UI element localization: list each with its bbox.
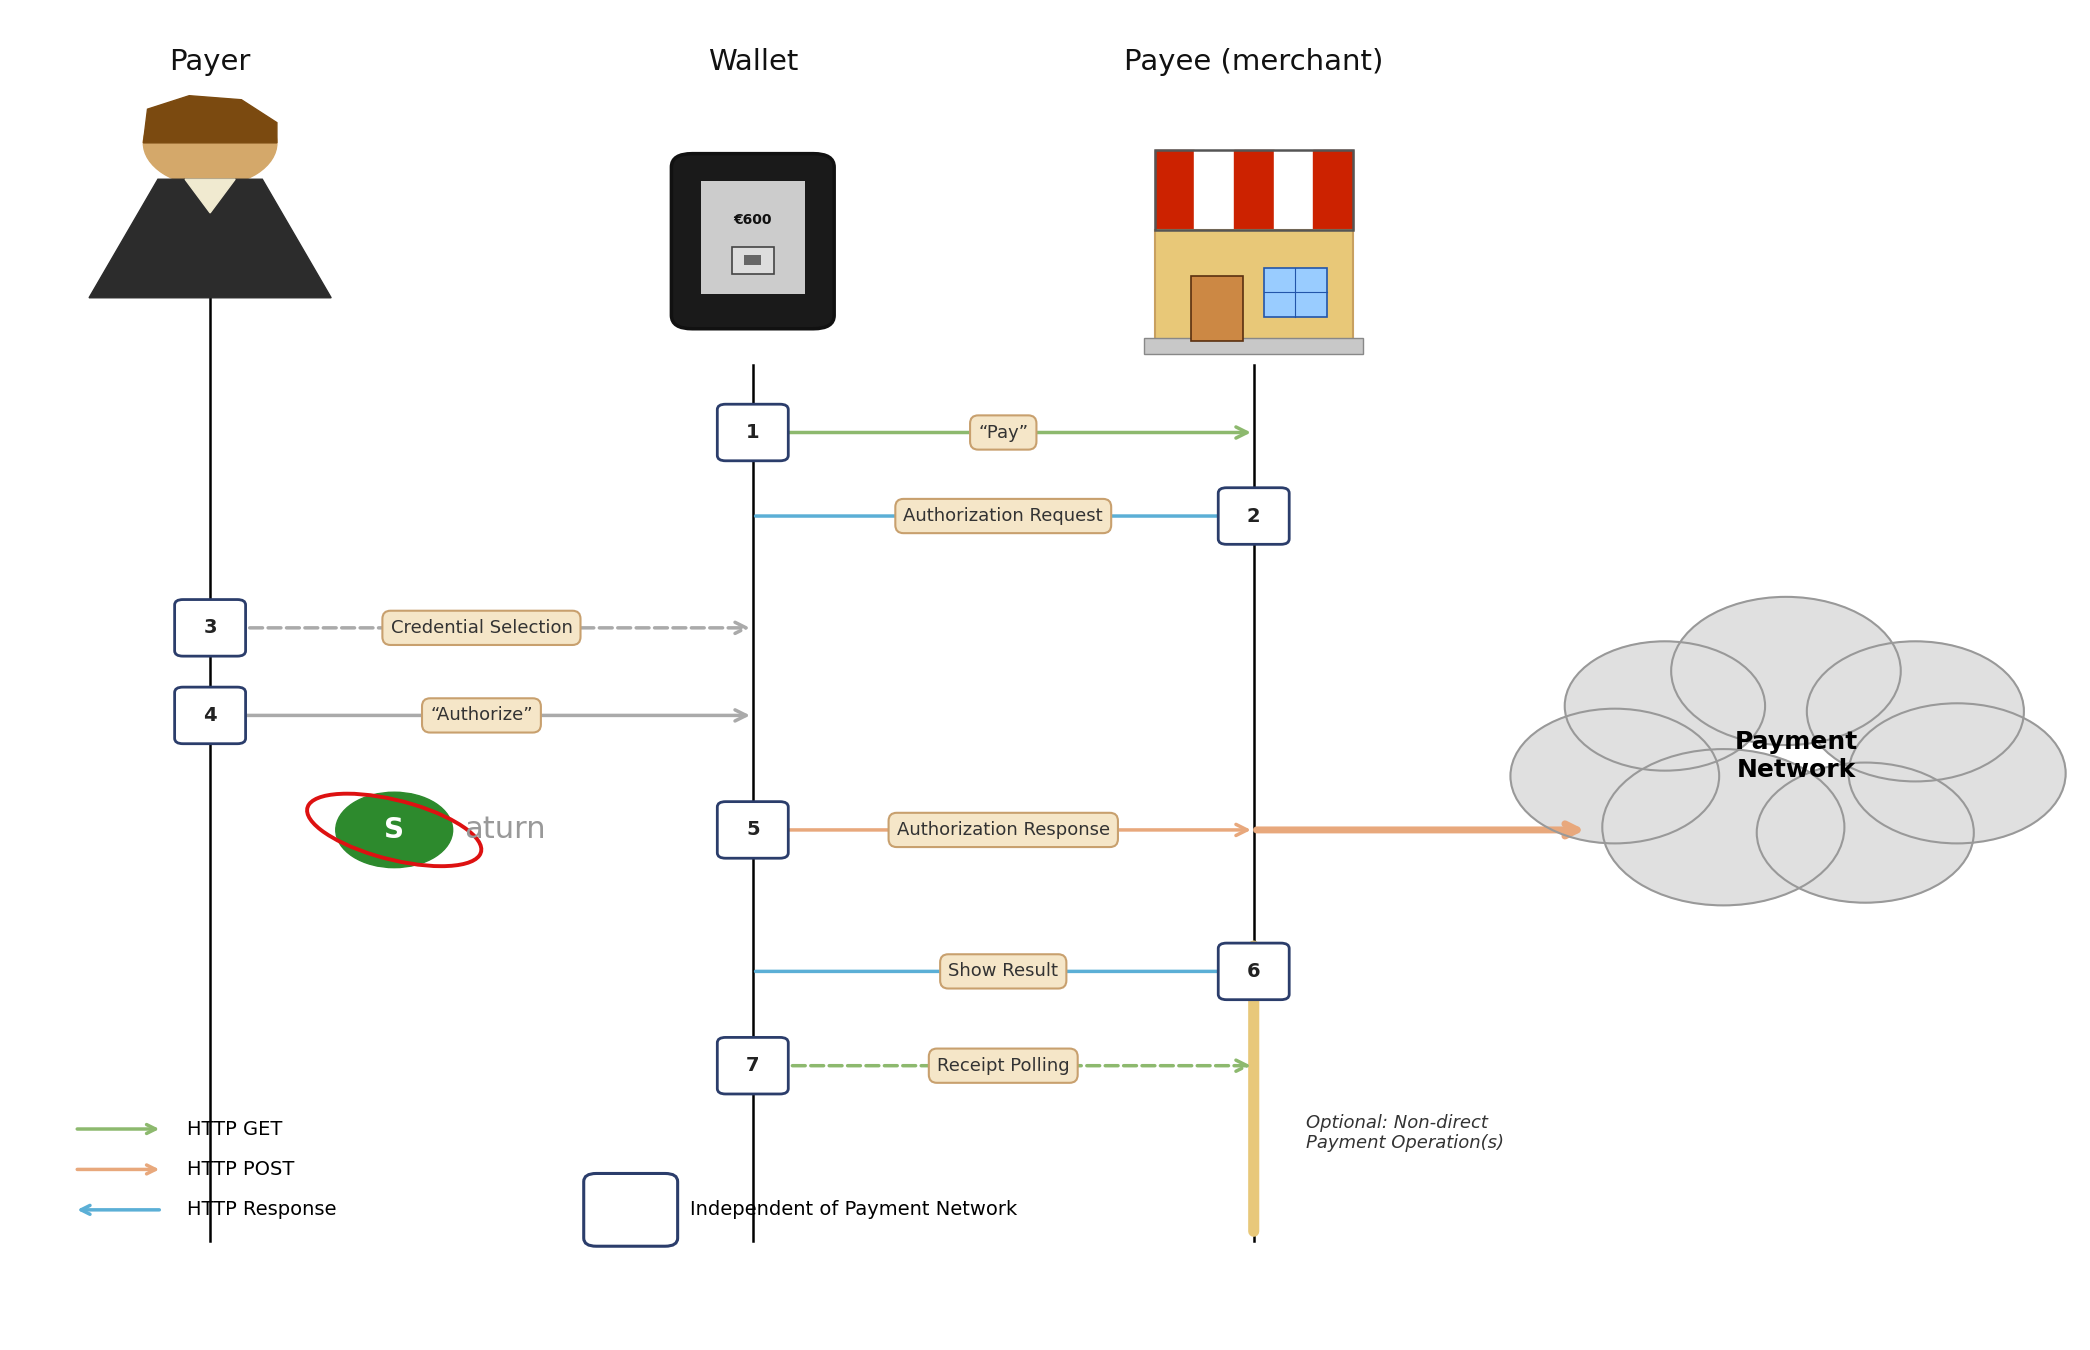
FancyBboxPatch shape — [671, 154, 834, 329]
Polygon shape — [1154, 150, 1193, 231]
Text: 5: 5 — [746, 821, 759, 840]
Text: HTTP POST: HTTP POST — [188, 1160, 295, 1179]
Bar — [1191, 277, 1244, 342]
Text: Payee (merchant): Payee (merchant) — [1124, 49, 1384, 76]
Circle shape — [1603, 749, 1843, 906]
Text: Receipt Polling: Receipt Polling — [936, 1057, 1070, 1075]
Polygon shape — [90, 180, 330, 298]
FancyBboxPatch shape — [1218, 487, 1290, 544]
Circle shape — [144, 100, 276, 186]
Circle shape — [1848, 703, 2065, 844]
Text: Payer: Payer — [169, 49, 251, 76]
Text: Optional: Non-direct
Payment Operation(s): Optional: Non-direct Payment Operation(s… — [1306, 1114, 1505, 1153]
Text: HTTP GET: HTTP GET — [188, 1119, 282, 1138]
FancyBboxPatch shape — [1218, 944, 1290, 1000]
Text: “Pay”: “Pay” — [978, 424, 1028, 441]
Polygon shape — [1313, 150, 1352, 231]
Circle shape — [1672, 597, 1900, 745]
Circle shape — [1511, 709, 1720, 844]
Polygon shape — [144, 96, 276, 143]
Text: aturn: aturn — [464, 815, 545, 845]
FancyBboxPatch shape — [583, 1173, 677, 1246]
FancyBboxPatch shape — [717, 802, 788, 859]
Polygon shape — [186, 180, 236, 213]
Text: 2: 2 — [1248, 506, 1260, 525]
FancyBboxPatch shape — [176, 687, 247, 744]
Bar — [1264, 269, 1327, 317]
Bar — [732, 247, 773, 274]
Text: Credential Selection: Credential Selection — [391, 618, 573, 637]
FancyBboxPatch shape — [700, 181, 805, 294]
Polygon shape — [1273, 150, 1313, 231]
Text: S: S — [385, 815, 403, 844]
Circle shape — [1565, 641, 1766, 771]
Circle shape — [1808, 641, 2023, 782]
Text: Authorization Response: Authorization Response — [897, 821, 1110, 838]
Polygon shape — [1193, 150, 1233, 231]
Text: 6: 6 — [1248, 963, 1260, 981]
Bar — [1143, 339, 1363, 354]
FancyBboxPatch shape — [717, 404, 788, 460]
Text: 7: 7 — [746, 1056, 759, 1075]
Text: 1: 1 — [746, 423, 759, 441]
FancyBboxPatch shape — [176, 599, 247, 656]
Bar — [1154, 231, 1352, 342]
Text: €600: €600 — [734, 213, 771, 227]
FancyBboxPatch shape — [717, 1037, 788, 1094]
Text: Show Result: Show Result — [949, 963, 1058, 980]
Polygon shape — [1233, 150, 1273, 231]
Circle shape — [1758, 763, 1973, 903]
Text: HTTP Response: HTTP Response — [188, 1200, 336, 1219]
Text: “Authorize”: “Authorize” — [431, 706, 533, 725]
Text: Payment
Network: Payment Network — [1735, 730, 1858, 782]
Bar — [744, 255, 761, 266]
Text: Wallet: Wallet — [709, 49, 798, 76]
Bar — [1154, 150, 1352, 231]
Text: 4: 4 — [203, 706, 217, 725]
Text: 3: 3 — [203, 618, 217, 637]
Text: Independent of Payment Network: Independent of Payment Network — [690, 1200, 1018, 1219]
Text: Authorization Request: Authorization Request — [903, 508, 1104, 525]
Circle shape — [336, 792, 454, 868]
